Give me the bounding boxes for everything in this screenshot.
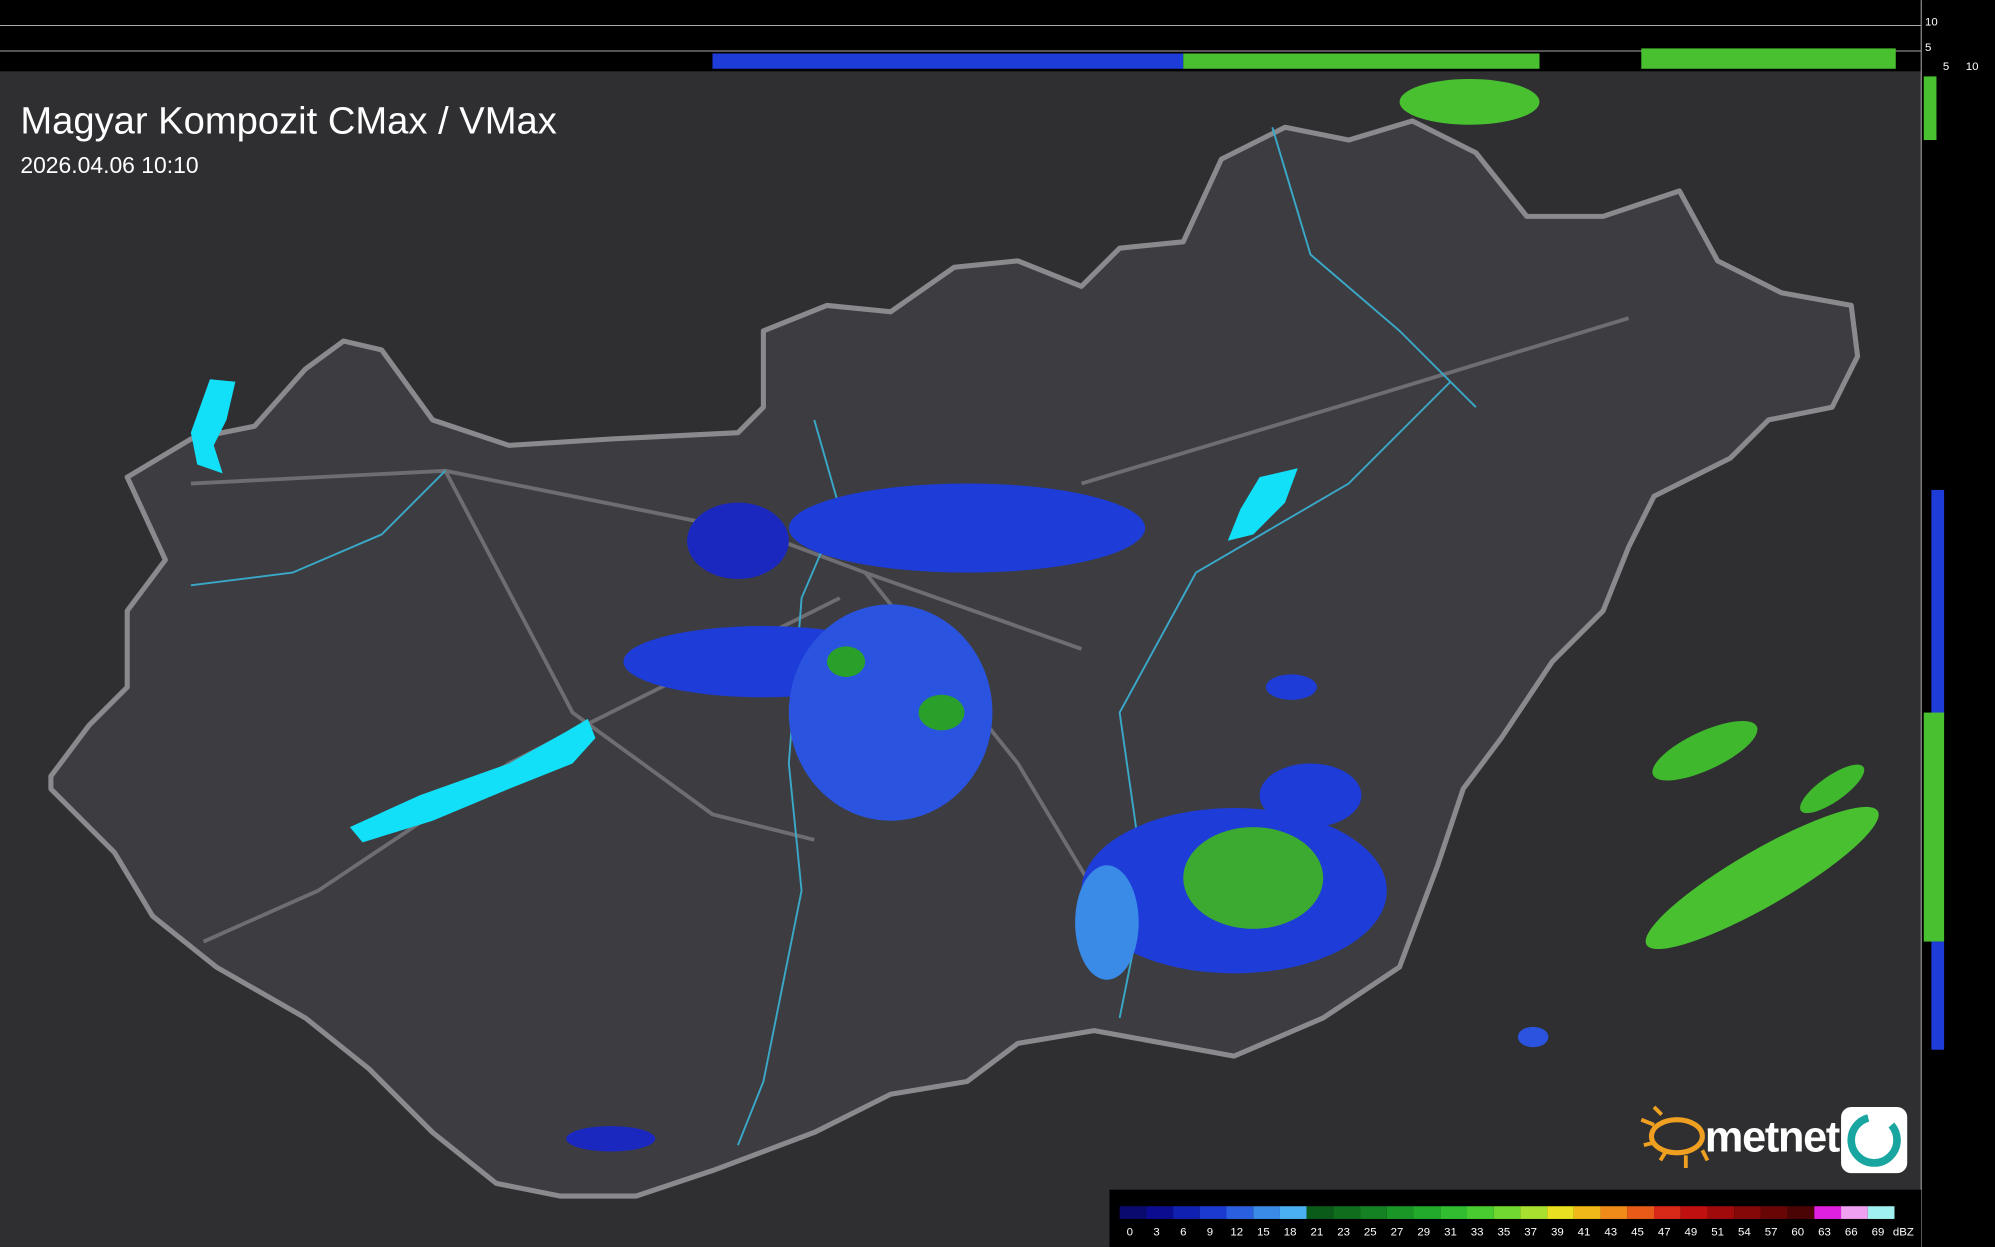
echo — [1800, 764, 1865, 814]
legend-label: 25 — [1364, 1226, 1377, 1238]
timestamp: 2026.04.06 10:10 — [20, 152, 198, 178]
echo — [1075, 865, 1139, 980]
legend-swatch — [1146, 1206, 1174, 1219]
echo — [1517, 1026, 1549, 1048]
legend-swatch — [1360, 1206, 1387, 1219]
echo — [788, 483, 1146, 573]
logo-sun — [1648, 1117, 1705, 1156]
scale-label: 10 — [1966, 61, 1979, 73]
logo-text: metnet — [1705, 1114, 1840, 1162]
legend-swatch — [1707, 1206, 1735, 1219]
legend-label: 63 — [1818, 1226, 1831, 1238]
lake-balaton — [349, 718, 596, 843]
echo — [827, 646, 866, 677]
legend-swatch — [1440, 1206, 1467, 1219]
logo-rays — [1640, 1105, 1710, 1169]
profile-echo — [1931, 941, 1945, 1050]
lake-tisza — [1227, 468, 1298, 541]
legend-label: 15 — [1257, 1226, 1270, 1238]
legend-swatch — [1547, 1206, 1574, 1219]
legend-swatch — [1760, 1206, 1788, 1219]
echo — [1183, 827, 1324, 929]
legend-label: 3 — [1153, 1226, 1159, 1238]
legend-swatch — [1173, 1206, 1200, 1219]
legend-label: 0 — [1127, 1226, 1133, 1238]
legend-label: 47 — [1658, 1226, 1671, 1238]
profile-echo — [712, 53, 1184, 69]
profile-echo — [1923, 712, 1945, 942]
profile-echo — [1923, 76, 1937, 141]
legend-label: 27 — [1391, 1226, 1404, 1238]
legend-unit: dBZ — [1893, 1226, 1914, 1238]
legend-swatch — [1867, 1206, 1895, 1219]
legend-swatch — [1306, 1206, 1334, 1219]
legend-label: 31 — [1444, 1226, 1457, 1238]
echo — [1652, 720, 1758, 781]
echo — [1645, 806, 1879, 950]
echo — [687, 502, 789, 579]
legend-swatch — [1734, 1206, 1761, 1219]
rivers — [190, 127, 1477, 1146]
legend-label: 23 — [1337, 1226, 1350, 1238]
echo — [1259, 763, 1362, 828]
legend-label: 39 — [1551, 1226, 1564, 1238]
legend-swatch — [1119, 1206, 1147, 1219]
legend-label: 9 — [1207, 1226, 1213, 1238]
legend-label: 60 — [1791, 1226, 1804, 1238]
logo-swirl — [1847, 1113, 1901, 1167]
legend-swatch — [1466, 1206, 1494, 1219]
echo — [566, 1126, 656, 1152]
profile-echo — [1183, 53, 1540, 69]
map-title: Magyar Kompozit CMax / VMax — [20, 100, 556, 143]
legend-swatch — [1199, 1206, 1227, 1219]
legend-label: 35 — [1498, 1226, 1511, 1238]
radar-echoes — [566, 78, 1879, 1152]
profile-echo — [1641, 48, 1896, 69]
legend-swatch — [1841, 1206, 1868, 1219]
legend-label: 21 — [1310, 1226, 1323, 1238]
legend-label: 43 — [1604, 1226, 1617, 1238]
legend-label: 54 — [1738, 1226, 1751, 1238]
echo — [1265, 674, 1317, 700]
profile-echo — [1931, 489, 1945, 719]
legend-label: 33 — [1471, 1226, 1484, 1238]
legend-swatch — [1654, 1206, 1681, 1219]
scale-label: 5 — [1925, 42, 1931, 54]
legend-label: 41 — [1578, 1226, 1591, 1238]
legend-swatch — [1386, 1206, 1414, 1219]
legend-label: 37 — [1524, 1226, 1537, 1238]
legend-swatch — [1333, 1206, 1361, 1219]
logo: metnet — [1640, 1105, 1908, 1174]
echo — [1399, 78, 1540, 125]
legend-label: 57 — [1765, 1226, 1778, 1238]
legend-label: 45 — [1631, 1226, 1644, 1238]
legend-swatch — [1279, 1206, 1307, 1219]
legend-label: 6 — [1180, 1226, 1186, 1238]
legend-label: 66 — [1845, 1226, 1858, 1238]
legend-swatch — [1814, 1206, 1842, 1219]
legend-swatch — [1493, 1206, 1521, 1219]
legend: 0 3 6 9 12 15 18 21 23 25 27 29 31 33 35 37 39 41 43 45 47 49… — [1119, 1206, 1914, 1238]
legend-swatch — [1520, 1206, 1548, 1219]
legend-swatch — [1627, 1206, 1655, 1219]
legend-label: 12 — [1230, 1226, 1243, 1238]
legend-swatch — [1680, 1206, 1708, 1219]
lake-neusiedl — [190, 379, 236, 474]
legend-swatch — [1600, 1206, 1628, 1219]
legend-label: 49 — [1685, 1226, 1698, 1238]
legend-swatch — [1787, 1206, 1815, 1219]
legend-label: 29 — [1417, 1226, 1430, 1238]
legend-label: 18 — [1284, 1226, 1297, 1238]
legend-swatch — [1253, 1206, 1280, 1219]
scale-label: 10 — [1925, 17, 1938, 29]
legend-swatch — [1413, 1206, 1441, 1219]
legend-label: 69 — [1872, 1226, 1885, 1238]
legend-swatch — [1573, 1206, 1601, 1219]
echo — [918, 694, 965, 731]
legend-swatch — [1226, 1206, 1254, 1219]
legend-label: 51 — [1711, 1226, 1724, 1238]
scale-label: 5 — [1943, 61, 1949, 73]
